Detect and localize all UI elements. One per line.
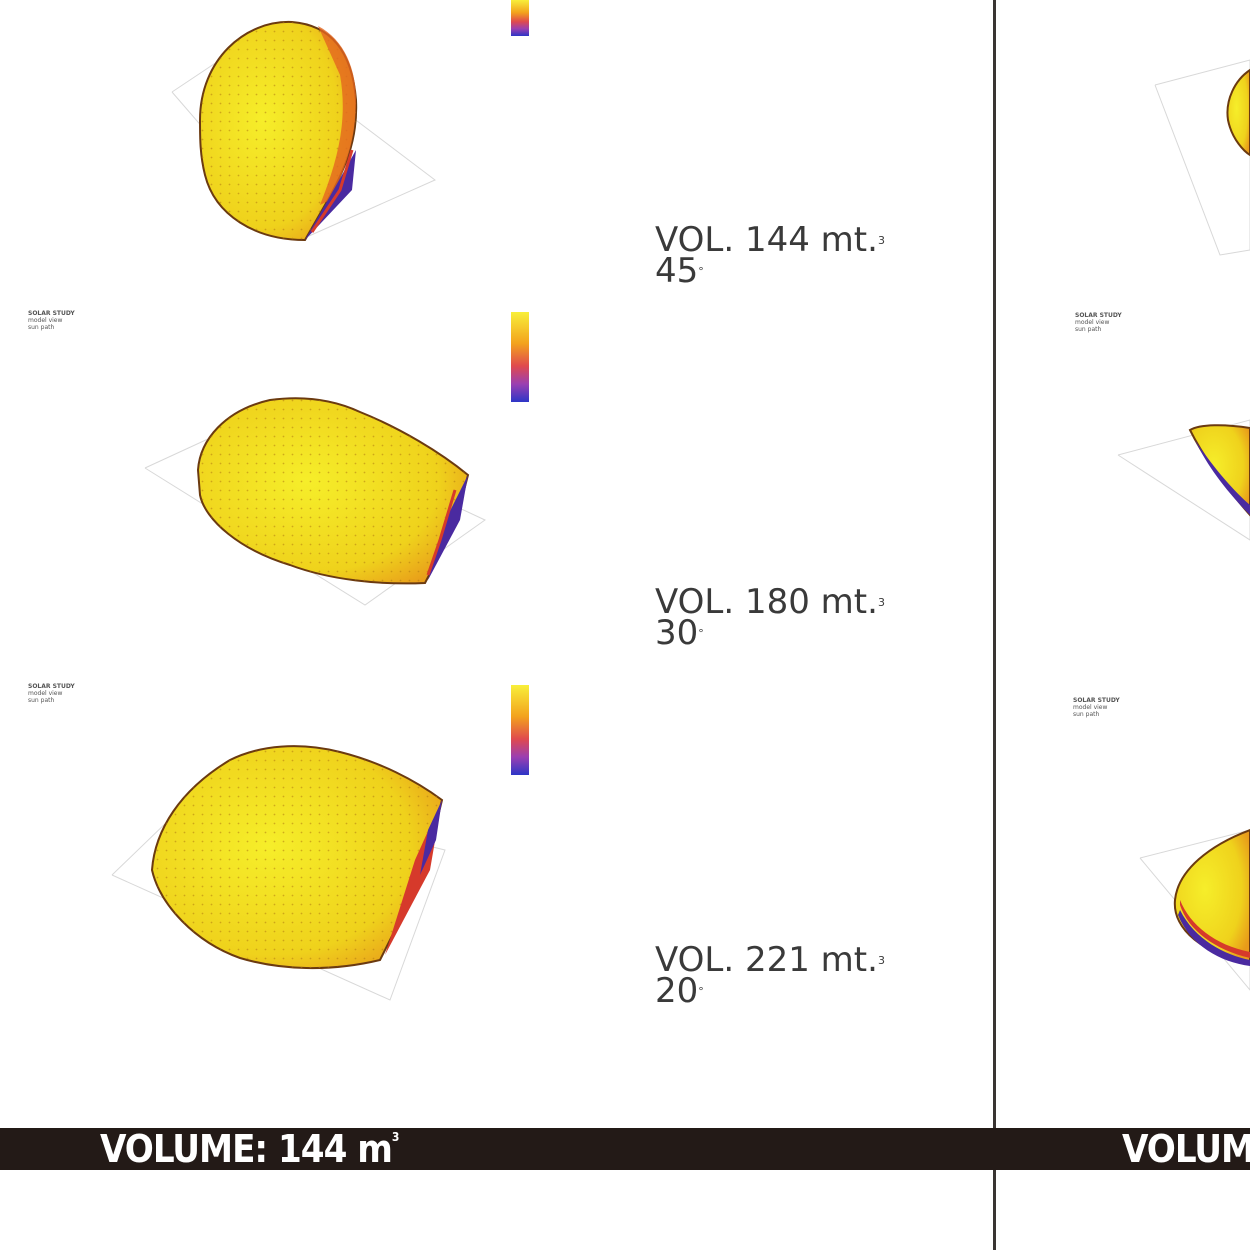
panel-2-volume-label: VOL. 180 mt.3 30° bbox=[655, 585, 885, 650]
volume-text: VOL. 144 mt. bbox=[655, 220, 878, 260]
volume-bar-label: VOLUME: 144 m3 bbox=[100, 1127, 399, 1171]
right-panel-1-shape bbox=[1226, 68, 1250, 157]
panel-2-color-scale bbox=[511, 312, 529, 402]
caption-title: SOLAR STUDY bbox=[28, 683, 75, 690]
caption-note: sun path bbox=[1075, 326, 1102, 333]
volume-superscript: 3 bbox=[877, 954, 885, 967]
angle-text: 20 bbox=[655, 971, 699, 1011]
volume-text: VOL. 221 mt. bbox=[655, 940, 878, 980]
caption-subtitle: model view bbox=[28, 317, 63, 324]
panel-2-shape bbox=[196, 397, 470, 585]
panel-1-shape bbox=[198, 20, 358, 242]
panel-3-color-scale bbox=[511, 685, 529, 775]
caption-note: sun path bbox=[28, 697, 55, 704]
volume-superscript: 3 bbox=[877, 234, 885, 247]
right-panel-2-ground-grid bbox=[1117, 419, 1250, 541]
degree-symbol: ° bbox=[698, 985, 704, 998]
caption-subtitle: model view bbox=[1073, 704, 1108, 711]
panel-1-volume-label: VOL. 144 mt.3 45° bbox=[655, 223, 885, 288]
right-panel-2-shape bbox=[1188, 424, 1250, 517]
column-divider-bottom bbox=[993, 1170, 996, 1250]
caption-title: SOLAR STUDY bbox=[28, 310, 75, 317]
caption-subtitle: model view bbox=[28, 690, 63, 697]
panel-3-volume-label: VOL. 221 mt.3 20° bbox=[655, 943, 885, 1008]
panel-1-color-scale bbox=[511, 0, 529, 36]
right-panel-2-caption: SOLAR STUDY model view sun path bbox=[1075, 312, 1122, 333]
caption-title: SOLAR STUDY bbox=[1075, 312, 1122, 319]
caption-title: SOLAR STUDY bbox=[1073, 697, 1120, 704]
volume-bar-text: VOLUME: 144 m bbox=[100, 1127, 393, 1171]
caption-note: sun path bbox=[28, 324, 55, 331]
caption-note: sun path bbox=[1073, 711, 1100, 718]
volume-text: VOL. 180 mt. bbox=[655, 582, 878, 622]
volume-bar bbox=[0, 1128, 1250, 1170]
caption-subtitle: model view bbox=[1075, 319, 1110, 326]
panel-2-caption: SOLAR STUDY model view sun path bbox=[28, 310, 75, 331]
right-panel-1-ground-grid bbox=[1154, 59, 1250, 256]
volume-superscript: 3 bbox=[877, 596, 885, 609]
panel-3-shape bbox=[150, 745, 444, 969]
degree-symbol: ° bbox=[698, 627, 704, 640]
angle-text: 30 bbox=[655, 613, 699, 653]
column-divider bbox=[993, 0, 996, 1250]
right-panel-3-caption: SOLAR STUDY model view sun path bbox=[1073, 697, 1120, 718]
volume-bar-label-right: VOLUM bbox=[1122, 1127, 1250, 1171]
degree-symbol: ° bbox=[698, 265, 704, 278]
volume-bar-superscript: 3 bbox=[391, 1130, 399, 1144]
panel-3-caption: SOLAR STUDY model view sun path bbox=[28, 683, 75, 704]
right-panel-3-shape bbox=[1173, 828, 1250, 966]
angle-text: 45 bbox=[655, 251, 699, 291]
